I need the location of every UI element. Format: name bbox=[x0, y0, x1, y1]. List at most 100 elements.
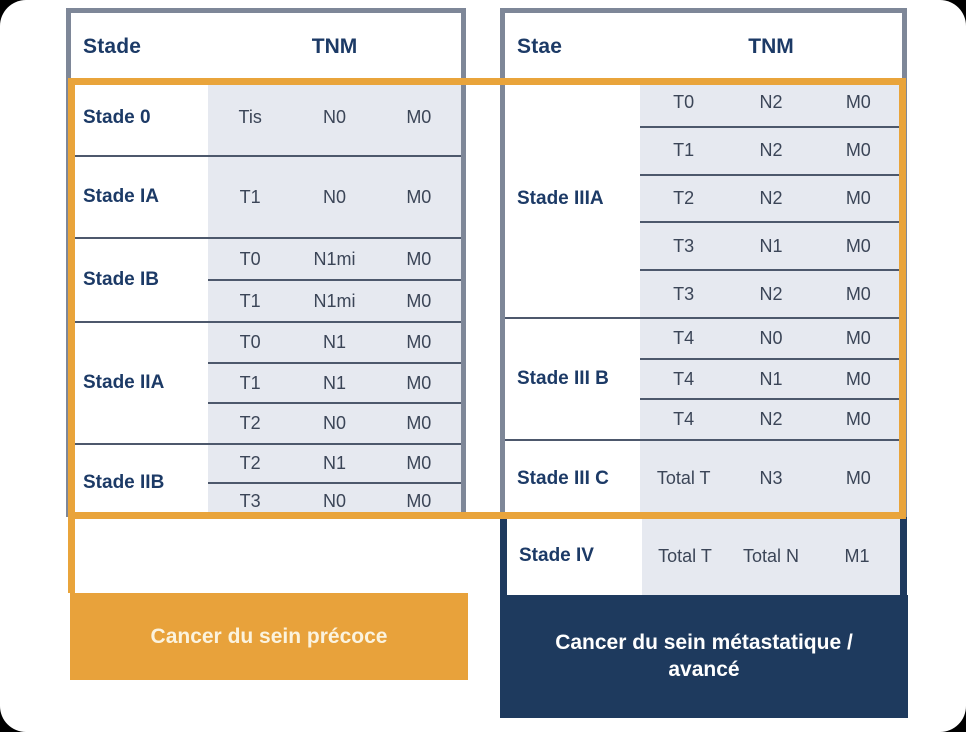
empty-row bbox=[71, 517, 461, 593]
tnm-row: T3 N0 M0 bbox=[208, 481, 461, 521]
tnm-value: N0 bbox=[322, 413, 346, 434]
tnm-value: M0 bbox=[406, 491, 432, 512]
tnm-rows: T1 N0 M0 bbox=[208, 157, 461, 237]
tnm-value: T4 bbox=[673, 409, 695, 430]
advanced-stage-table: Stae TNM Stade IIIA T0 N2 M0 T1 N2 M0 T2 N2 M0 T3 N… bbox=[500, 8, 907, 517]
tnm-value: M0 bbox=[406, 107, 432, 127]
advanced-table-body: Stade IIIA T0 N2 M0 T1 N2 M0 T2 N2 M0 T3 N1 M0 T3 N2 M0… bbox=[505, 80, 902, 516]
tnm-row: T1 N1 M0 bbox=[208, 361, 461, 403]
advanced-cancer-banner: Cancer du sein métastatique / avancé bbox=[500, 595, 908, 718]
tnm-value: N1mi bbox=[313, 290, 356, 311]
early-table-body: Stade 0 Tis N0 M0 Stade IA T1 N0 M0 Stade IB T0 N1… bbox=[71, 80, 461, 520]
tnm-row: T1 N1mi M0 bbox=[208, 279, 461, 321]
tnm-value: T1 bbox=[239, 186, 261, 207]
early-stage-table: Stade TNM Stade 0 Tis N0 M0 Stade IA T1 N0 M0 St… bbox=[66, 8, 466, 520]
advanced-table-header: Stae TNM bbox=[505, 13, 902, 80]
tnm-value: M0 bbox=[406, 372, 432, 393]
tnm-value: N2 bbox=[759, 187, 783, 208]
tnm-value: T1 bbox=[673, 140, 695, 161]
tnm-value: M0 bbox=[406, 248, 432, 269]
tnm-value: M0 bbox=[845, 468, 871, 488]
stage-group: Stade IA T1 N0 M0 bbox=[71, 155, 461, 237]
tnm-value: Total T bbox=[658, 545, 712, 566]
tnm-value: N1 bbox=[759, 235, 783, 256]
tnm-value: M0 bbox=[845, 368, 871, 389]
tnm-rows: T4 N0 M0 T4 N1 M0 T4 N2 M0 bbox=[640, 319, 902, 439]
tnm-rows: Total T Total N M1 bbox=[642, 517, 900, 595]
tnm-value: T3 bbox=[673, 283, 695, 304]
tnm-rows: T0 N2 M0 T1 N2 M0 T2 N2 M0 T3 N1 M0 T3 N2 M0 bbox=[640, 80, 902, 317]
tnm-value: M0 bbox=[845, 409, 871, 430]
early-header-stage: Stade bbox=[83, 34, 142, 58]
stage-group: Stade IIA T0 N1 M0 T1 N1 M0 T2 N0 M0 bbox=[71, 321, 461, 443]
early-cancer-banner: Cancer du sein précoce bbox=[70, 593, 468, 680]
tnm-row: T2 N0 M0 bbox=[208, 402, 461, 443]
stage-label: Stade IIA bbox=[71, 323, 208, 443]
tnm-value: N0 bbox=[759, 327, 783, 348]
tnm-value: T3 bbox=[239, 491, 261, 512]
tnm-value: T0 bbox=[239, 248, 261, 269]
tnm-value: M1 bbox=[844, 545, 870, 566]
stage-group: Stade III B T4 N0 M0 T4 N1 M0 T4 N2 M0 bbox=[505, 317, 902, 439]
tnm-value: M0 bbox=[406, 186, 432, 207]
tnm-value: N1 bbox=[322, 331, 346, 352]
stage-label: Stade 0 bbox=[71, 80, 208, 155]
tnm-value: N1 bbox=[322, 452, 346, 473]
advanced-header-tnm: TNM bbox=[748, 34, 794, 58]
stage-iv-row: Stade IV Total T Total N M1 bbox=[500, 517, 907, 595]
tnm-value: M0 bbox=[845, 235, 871, 256]
tnm-row: T4 N1 M0 bbox=[640, 357, 902, 399]
tnm-row: T1 N2 M0 bbox=[640, 125, 902, 174]
tnm-value: Tis bbox=[238, 107, 262, 127]
tnm-row: T1 N0 M0 bbox=[208, 157, 461, 237]
early-header-tnm: TNM bbox=[311, 34, 358, 58]
tnm-value: N0 bbox=[322, 491, 346, 512]
tnm-rows: Tis N0 M0 bbox=[208, 80, 461, 155]
stage-label: Stade IB bbox=[71, 239, 208, 321]
tnm-value: T2 bbox=[239, 452, 261, 473]
tnm-value: M0 bbox=[406, 452, 432, 473]
early-table-header: Stade TNM bbox=[71, 13, 461, 80]
tnm-row: T2 N2 M0 bbox=[640, 173, 902, 222]
tnm-value: N0 bbox=[322, 107, 346, 127]
stage-label: Stade IV bbox=[507, 517, 642, 595]
tnm-row: T0 N1 M0 bbox=[208, 323, 461, 362]
tnm-row: T2 N1 M0 bbox=[208, 445, 461, 482]
tnm-rows: T0 N1mi M0 T1 N1mi M0 bbox=[208, 239, 461, 321]
tnm-value: N2 bbox=[759, 283, 783, 304]
tnm-rows: Total T N3 M0 bbox=[640, 441, 902, 516]
tnm-value: T0 bbox=[673, 92, 695, 113]
tnm-value: T1 bbox=[239, 372, 261, 393]
tnm-value: M0 bbox=[845, 283, 871, 304]
tnm-row: T4 N0 M0 bbox=[640, 319, 902, 358]
tnm-value: T4 bbox=[673, 368, 695, 389]
tnm-row: T4 N2 M0 bbox=[640, 398, 902, 439]
tnm-row: Total T Total N M1 bbox=[642, 517, 900, 595]
stage-group: Stade IIIA T0 N2 M0 T1 N2 M0 T2 N2 M0 T3 N1 M0 T3 N2 M0 bbox=[505, 80, 902, 317]
tnm-value: N2 bbox=[759, 409, 783, 430]
tnm-value: N2 bbox=[759, 92, 783, 113]
tnm-value: N1mi bbox=[313, 248, 356, 269]
tnm-value: T0 bbox=[239, 331, 261, 352]
tnm-row: T3 N2 M0 bbox=[640, 269, 902, 317]
tnm-value: T4 bbox=[673, 327, 695, 348]
tnm-value: T1 bbox=[239, 290, 261, 311]
tnm-row: T3 N1 M0 bbox=[640, 221, 902, 269]
tnm-value: N1 bbox=[322, 372, 346, 393]
tnm-value: M0 bbox=[845, 187, 871, 208]
tnm-value: T3 bbox=[673, 235, 695, 256]
tnm-value: N2 bbox=[759, 140, 783, 161]
stage-label: Stade IIB bbox=[71, 445, 208, 520]
tnm-value: N0 bbox=[322, 186, 346, 207]
tnm-rows: T0 N1 M0 T1 N1 M0 T2 N0 M0 bbox=[208, 323, 461, 443]
tnm-value: N1 bbox=[759, 368, 783, 389]
advanced-header-stage: Stae bbox=[517, 34, 563, 58]
tnm-value: T2 bbox=[239, 413, 261, 434]
tnm-value: N3 bbox=[759, 468, 783, 488]
stage-group: Stade IB T0 N1mi M0 T1 N1mi M0 bbox=[71, 237, 461, 321]
stage-label: Stade IIIA bbox=[505, 80, 640, 317]
stage-label: Stade III B bbox=[505, 319, 640, 439]
tnm-value: M0 bbox=[406, 413, 432, 434]
stage-label: Stade III C bbox=[505, 441, 640, 516]
